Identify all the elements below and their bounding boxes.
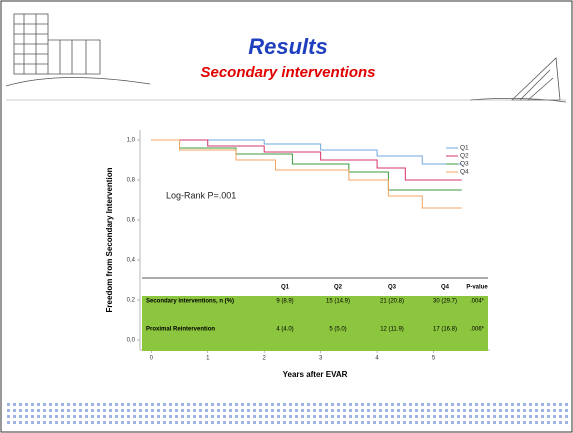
slide-subtitle: Secondary interventions [200,64,375,81]
annotation: Log-Rank P=.001 [166,190,236,200]
table-row-label: Secondary interventions, n (%) [146,299,234,305]
y-tick-label: 0,6 [127,218,136,224]
slide-title: Results [248,34,327,59]
table-cell: 30 (29.7) [433,299,457,305]
slide: Results Secondary interventions 0,0 0,2 0,… [0,0,573,433]
table-cell: 12 (11.9) [380,327,404,333]
table-header-cell: Q4 [441,285,450,291]
legend-label: Q2 [460,153,469,160]
table-cell: 15 (14.9) [326,299,350,305]
table-cell: 4 (4.0) [276,327,293,333]
y-tick-label: 0,0 [127,338,136,344]
table-header-cell: Q2 [334,285,343,291]
footer-dots [4,402,569,426]
y-tick-label: 0,2 [127,298,136,304]
table-cell: .006* [470,327,485,333]
x-axis-label: Years after EVAR [283,370,348,379]
table-header-cell: Q3 [388,285,397,291]
table-cell: 17 (16.8) [433,327,457,333]
table-cell: .004* [470,299,485,305]
legend-label: Q3 [460,161,469,168]
table-header-cell: P-value [466,285,488,291]
y-tick-label: 0,4 [127,258,136,264]
table-header-bg [142,278,488,296]
table-cell: 5 (5.0) [329,327,346,333]
table-header-cell: Q1 [281,285,290,291]
y-axis-label: Freedom from Secondary Intervention [105,167,114,312]
legend-label: Q4 [460,169,469,176]
table-row-label: Proximal Reintervention [146,327,215,333]
table-cell: 9 (8.9) [276,299,293,305]
y-tick-label: 0,8 [127,178,136,184]
legend-label: Q1 [460,145,469,152]
y-tick-label: 1,0 [127,138,136,144]
table-cell: 21 (20.8) [380,299,404,305]
